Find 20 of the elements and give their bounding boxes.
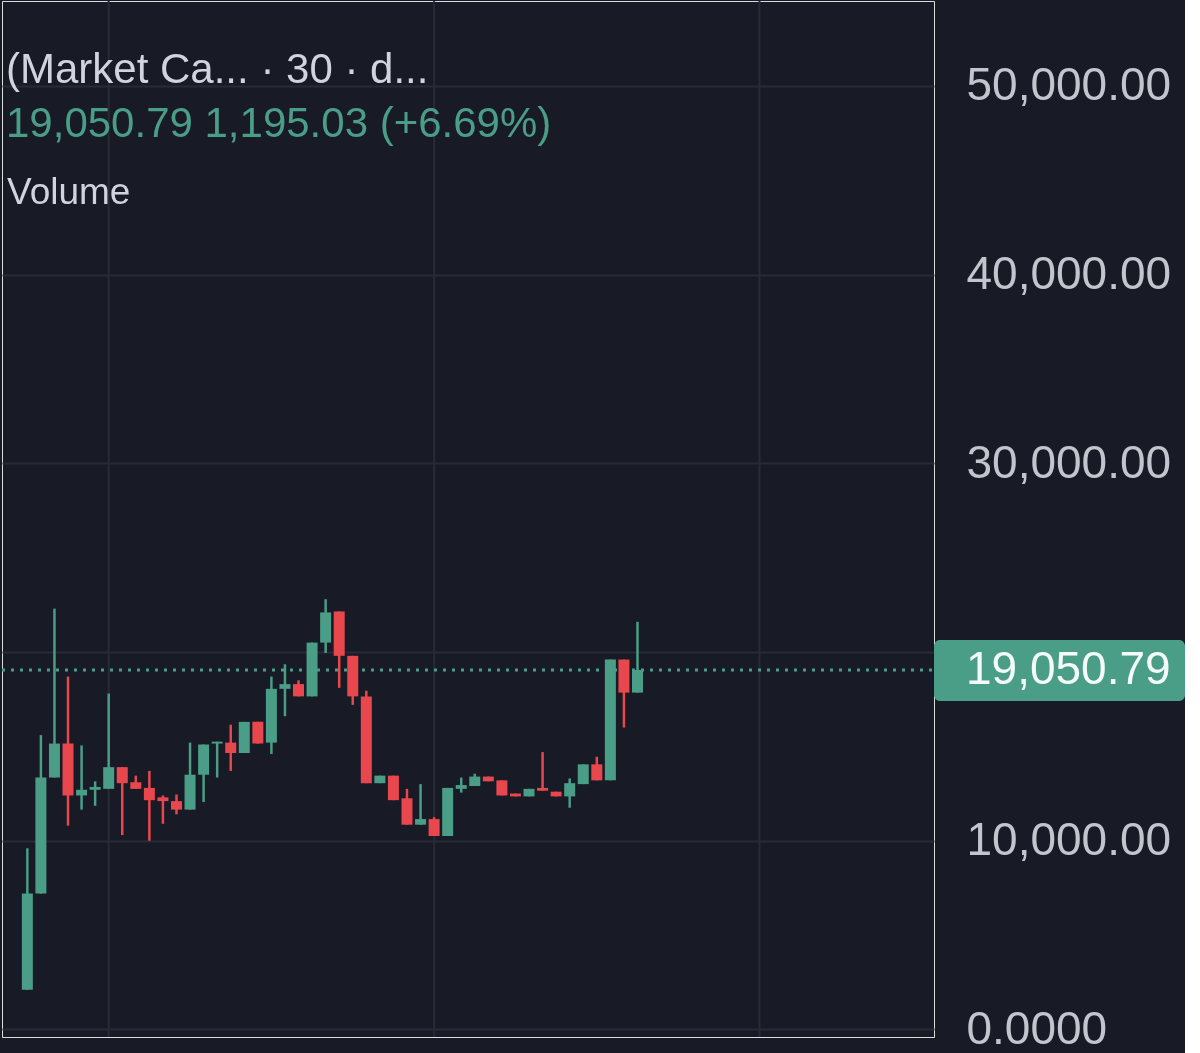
candlestick [170, 793, 182, 816]
y-tick-label: 40,000.00 [966, 247, 1172, 300]
text: 19,050.79 1,195.03 (+6.69%) [6, 99, 552, 146]
y-tick-label: 0.0000 [966, 1001, 1108, 1053]
y-tick-label: 30,000.00 [966, 435, 1172, 488]
candlestick [211, 740, 223, 779]
ref-line-label: 19,050.79 [966, 641, 1171, 694]
y-tick-label: 10,000.00 [966, 813, 1172, 866]
text: (Market Ca... · 30 · d... [6, 45, 429, 92]
candlestick [143, 769, 155, 842]
candlestick [89, 780, 101, 808]
candlestick [225, 723, 237, 773]
annotation: Volume [7, 171, 131, 212]
candlestick [116, 765, 128, 837]
candlestick [157, 794, 169, 826]
candlestick [564, 777, 576, 809]
candlestick [537, 750, 549, 792]
y-tick-label: 50,000.00 [966, 58, 1172, 111]
candlestick [103, 692, 115, 791]
candlestick [415, 782, 427, 826]
